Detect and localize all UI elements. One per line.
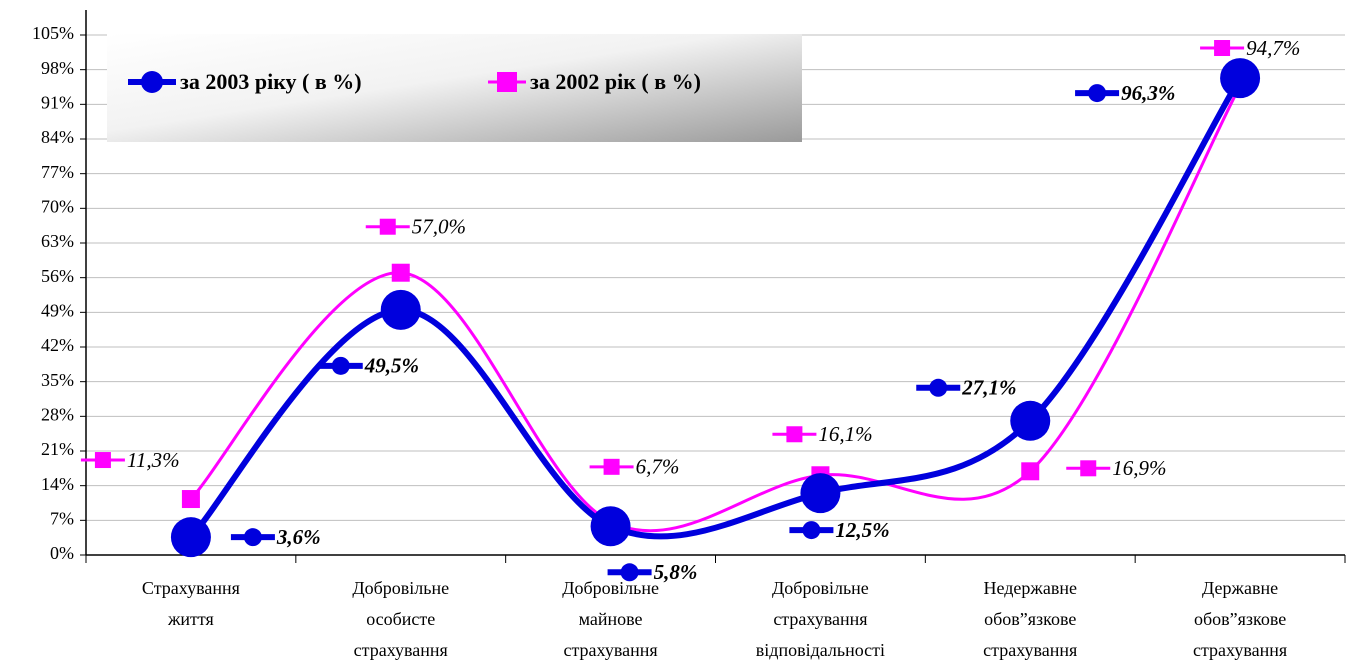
point <box>170 517 211 558</box>
label-key-marker <box>1080 460 1097 477</box>
point <box>391 263 410 282</box>
label-key-marker <box>379 218 396 235</box>
data-label: 6,7% <box>636 455 680 479</box>
point <box>590 506 631 547</box>
label-key-marker <box>802 521 821 540</box>
x-tick-label: Добровільне страхування відповідальності <box>756 578 885 660</box>
legend-label: за 2002 рік ( в %) <box>530 69 701 94</box>
point <box>380 289 421 330</box>
label-key-marker <box>786 426 803 443</box>
y-tick-label: 84% <box>41 127 74 147</box>
legend-marker <box>497 72 517 92</box>
label-key-marker <box>243 528 262 547</box>
y-tick-label: 77% <box>41 162 74 182</box>
point <box>181 490 200 509</box>
data-label: 3,6% <box>276 525 321 549</box>
y-tick-label: 98% <box>41 58 74 78</box>
label-key-marker <box>620 563 639 582</box>
y-tick-label: 105% <box>32 23 74 43</box>
y-tick-label: 21% <box>41 439 74 459</box>
y-tick-label: 91% <box>41 92 74 112</box>
label-key-marker <box>331 356 350 375</box>
series-line <box>188 76 1243 540</box>
label-key-marker <box>603 458 620 475</box>
data-label: 27,1% <box>961 376 1016 400</box>
x-tick-label: Добровільне майнове страхування <box>562 578 659 660</box>
x-tick-label: Недержавне обов”язкове страхування <box>983 578 1077 660</box>
plot: 11,3% 57,0% 6,7% 16,1% 16,9% 94,7% 3,6% 49,5% 5,… <box>80 36 1300 584</box>
data-label: 16,9% <box>1112 456 1166 480</box>
data-label: 49,5% <box>364 354 419 378</box>
y-tick-label: 49% <box>41 300 74 320</box>
y-tick-label: 0% <box>50 543 74 563</box>
x-tick-label: Державне обов”язкове страхування <box>1193 578 1287 660</box>
data-label: 96,3% <box>1121 81 1175 105</box>
legend-box <box>107 34 802 142</box>
x-tick-label: Добровільне особисте страхування <box>352 578 449 660</box>
series-line <box>189 85 1242 533</box>
data-label: 94,7% <box>1246 36 1300 60</box>
y-tick-label: 7% <box>50 508 74 528</box>
point <box>800 473 841 514</box>
y-tick-label: 35% <box>41 370 74 390</box>
y-tick-label: 56% <box>41 266 74 286</box>
label-key-marker <box>929 378 948 397</box>
data-label: 16,1% <box>818 422 872 446</box>
point <box>1220 58 1261 99</box>
y-tick-label: 42% <box>41 335 74 355</box>
label-key-marker <box>1088 84 1107 103</box>
data-label: 12,5% <box>835 518 889 542</box>
data-label: 57,0% <box>412 215 466 239</box>
y-tick-label: 28% <box>41 404 74 424</box>
label-key-marker <box>94 452 111 469</box>
data-label: 5,8% <box>654 560 698 584</box>
y-tick-label: 70% <box>41 196 74 216</box>
point <box>1010 400 1051 441</box>
data-label: 11,3% <box>127 448 180 472</box>
y-tick-label: 14% <box>41 474 74 494</box>
y-tick-label: 63% <box>41 231 74 251</box>
legend-label: за 2003 ріку ( в %) <box>180 69 362 94</box>
label-key-marker <box>1214 40 1231 57</box>
x-tick-label: Страхування життя <box>142 578 240 629</box>
legend-marker <box>141 71 163 93</box>
point <box>1021 462 1040 481</box>
